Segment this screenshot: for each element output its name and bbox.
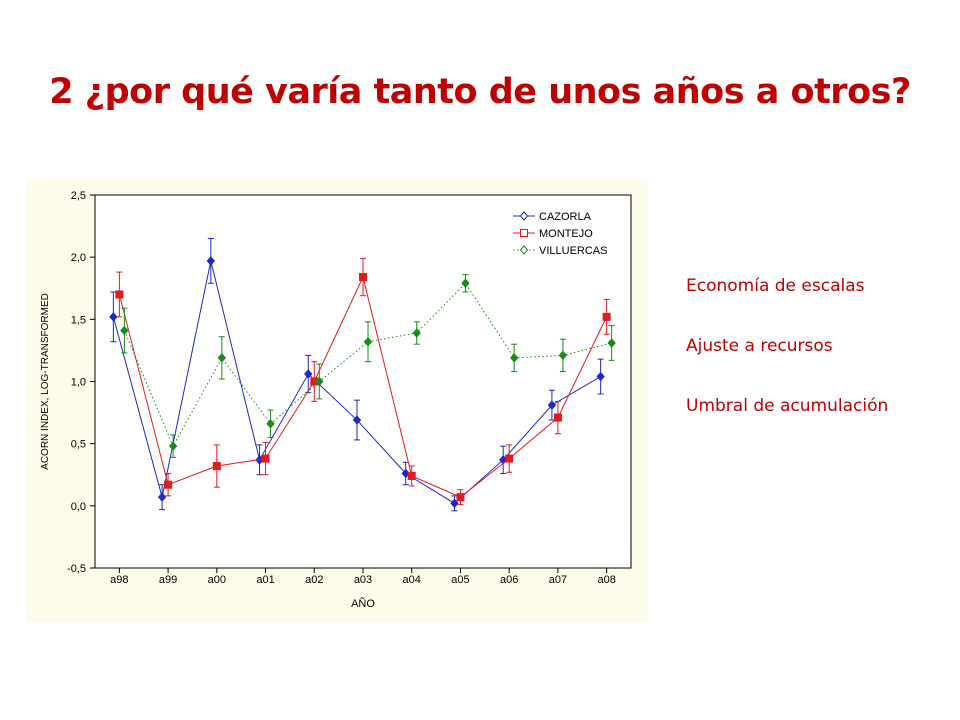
y-tick-label: 1,5 [71,314,86,326]
x-axis-title: AÑO [351,597,375,610]
series-line-villuercas [123,282,612,448]
data-point-cazorla [157,492,167,502]
data-point-montejo [261,454,270,463]
y-tick-label: 2,5 [71,190,86,202]
data-point-cazorla [596,371,605,382]
bullet-item: Ajuste a recursos [686,336,833,356]
x-tick-label: a02 [305,574,323,586]
data-point-villuercas [461,278,470,289]
data-point-montejo [115,290,124,299]
x-tick-label: a99 [159,574,177,586]
x-tick-label: a06 [500,574,518,586]
data-point-cazorla [547,400,557,410]
data-point-cazorla [352,415,362,425]
data-point-villuercas [510,353,519,363]
chart-panel: 2,5 2,0 1,5 1,0 0,5 0,0 -0,5 a98 a99 a00 a01 a02 a03… [26,179,648,622]
data-point-montejo [456,493,465,502]
data-point-montejo [164,480,173,489]
data-point-villuercas [315,376,324,387]
data-point-cazorla [450,498,459,509]
data-point-villuercas [266,419,275,429]
y-tick-label: 0,5 [71,439,86,451]
data-point-villuercas [217,353,226,363]
data-point-cazorla [206,256,215,266]
y-tick-label: 1,0 [71,377,86,389]
slide-title: 2 ¿por qué varía tanto de unos años a ot… [49,72,911,112]
data-point-montejo [602,312,611,321]
data-point-montejo [505,454,514,463]
x-tick-label: a00 [208,574,226,586]
bullet-item: Economía de escalas [686,276,865,296]
data-point-cazorla [304,369,313,379]
bullet-item: Umbral de acumulación [686,396,889,416]
x-tick-label: a98 [110,574,128,586]
x-tick-label: a07 [549,574,567,586]
y-tick-label: 0,0 [71,501,86,513]
data-point-villuercas [363,336,373,347]
data-point-villuercas [412,328,421,338]
data-point-cazorla [109,312,118,322]
data-point-villuercas [558,350,568,361]
data-point-villuercas [607,338,616,348]
data-point-montejo [407,471,416,480]
data-point-villuercas [120,325,129,336]
x-tick-label: a08 [597,574,615,586]
legend-marker [519,245,529,255]
legend-marker [519,211,529,221]
line-chart: 2,5 2,0 1,5 1,0 0,5 0,0 -0,5 a98 a99 a00 a01 a02 a03… [26,179,648,622]
data-point-villuercas [168,441,178,451]
y-tick-label: 2,0 [71,252,86,264]
y-axis-title: ACORN INDEX, LOG-TRANSFORMED [40,293,51,470]
y-tick-label: -0,5 [67,563,86,575]
x-tick-label: a01 [256,574,274,586]
x-tick-label: a05 [451,574,469,586]
legend-marker [520,229,528,237]
legend-label: CAZORLA [539,211,592,223]
x-tick-label: a04 [403,574,421,586]
legend-label: VILLUERCAS [539,245,607,257]
x-tick-label: a03 [354,574,372,586]
data-point-montejo [212,462,221,471]
plot-area [94,194,632,569]
legend-label: MONTEJO [539,228,593,240]
data-point-montejo [359,273,367,282]
data-point-montejo [553,413,562,422]
